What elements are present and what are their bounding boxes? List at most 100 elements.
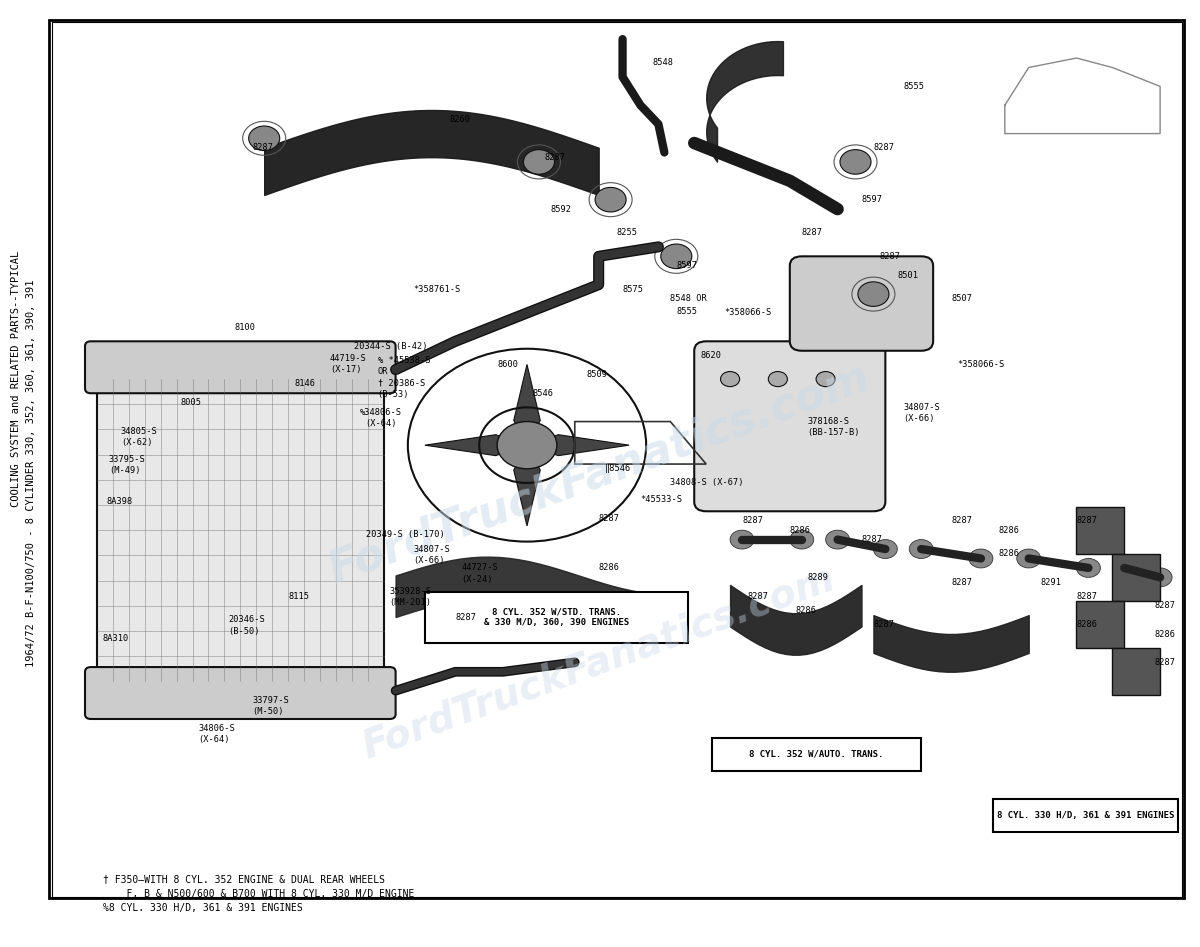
Text: 8 CYL. 352 W/STD. TRANS.
& 330 M/D, 360, 390 ENGINES: 8 CYL. 352 W/STD. TRANS. & 330 M/D, 360,… bbox=[485, 608, 630, 627]
Text: 8286: 8286 bbox=[998, 526, 1020, 535]
Text: (X-66): (X-66) bbox=[414, 556, 445, 564]
Circle shape bbox=[910, 540, 934, 559]
Text: FordTruckFanatics.com: FordTruckFanatics.com bbox=[322, 355, 875, 592]
Text: 34806-S: 34806-S bbox=[198, 724, 235, 733]
Circle shape bbox=[523, 150, 554, 174]
Text: 8255: 8255 bbox=[617, 228, 637, 237]
Text: 8620: 8620 bbox=[701, 351, 721, 360]
Text: (X-62): (X-62) bbox=[121, 438, 152, 447]
Bar bbox=[1076, 507, 1124, 554]
Text: 20349-S (B-170): 20349-S (B-170) bbox=[366, 530, 444, 540]
Text: 8287: 8287 bbox=[1076, 592, 1098, 600]
Text: 33797-S: 33797-S bbox=[252, 696, 289, 705]
Text: 8289: 8289 bbox=[808, 573, 829, 581]
Text: 8100: 8100 bbox=[234, 323, 256, 331]
Text: 8286: 8286 bbox=[1076, 620, 1098, 629]
Text: 8592: 8592 bbox=[551, 205, 572, 214]
Circle shape bbox=[1076, 559, 1100, 578]
Text: 44727-S: 44727-S bbox=[461, 563, 498, 572]
Text: 378168-S: 378168-S bbox=[808, 417, 850, 426]
Text: 8287: 8287 bbox=[1154, 658, 1175, 667]
Text: (M-49): (M-49) bbox=[109, 466, 140, 475]
Text: (B-50): (B-50) bbox=[228, 627, 260, 635]
Text: 8501: 8501 bbox=[898, 271, 918, 279]
Text: 34807-S: 34807-S bbox=[414, 545, 450, 554]
Text: OR: OR bbox=[378, 367, 388, 376]
Text: 20346-S: 20346-S bbox=[228, 616, 265, 624]
Text: 8287: 8287 bbox=[1154, 601, 1175, 610]
Circle shape bbox=[1148, 568, 1172, 587]
Text: %8 CYL. 330 H/D, 361 & 391 ENGINES: %8 CYL. 330 H/D, 361 & 391 ENGINES bbox=[103, 902, 302, 913]
Text: 8548 OR: 8548 OR bbox=[671, 295, 707, 303]
FancyBboxPatch shape bbox=[85, 341, 396, 393]
Circle shape bbox=[1016, 549, 1040, 568]
Text: 8291: 8291 bbox=[1040, 578, 1062, 586]
Circle shape bbox=[497, 421, 557, 469]
Text: % *45538-S: % *45538-S bbox=[378, 356, 430, 365]
Circle shape bbox=[816, 371, 835, 386]
Circle shape bbox=[968, 549, 992, 568]
Text: (X-64): (X-64) bbox=[198, 735, 230, 744]
Circle shape bbox=[826, 530, 850, 549]
FancyBboxPatch shape bbox=[85, 667, 396, 719]
Text: (X-17): (X-17) bbox=[330, 366, 361, 374]
Text: (X-64): (X-64) bbox=[366, 419, 397, 428]
Bar bbox=[712, 738, 922, 771]
Bar bbox=[1112, 554, 1160, 601]
Text: † 20386-S: † 20386-S bbox=[378, 379, 425, 387]
Text: 8546: 8546 bbox=[533, 388, 554, 398]
Text: 8115: 8115 bbox=[288, 592, 310, 600]
Circle shape bbox=[874, 540, 898, 559]
Text: (B-53): (B-53) bbox=[378, 389, 409, 399]
Polygon shape bbox=[514, 445, 540, 526]
Text: 8287: 8287 bbox=[880, 252, 900, 260]
Text: 8287: 8287 bbox=[874, 620, 894, 629]
Text: 33795-S: 33795-S bbox=[109, 455, 145, 464]
Circle shape bbox=[840, 150, 871, 174]
Circle shape bbox=[248, 126, 280, 151]
Circle shape bbox=[720, 371, 739, 386]
Text: 8287: 8287 bbox=[748, 592, 769, 600]
Bar bbox=[426, 592, 689, 643]
Text: COOLING SYSTEM and RELATED PARTS--TYPICAL: COOLING SYSTEM and RELATED PARTS--TYPICA… bbox=[11, 251, 20, 508]
Bar bbox=[1112, 648, 1160, 695]
Text: ‖8546: ‖8546 bbox=[605, 464, 631, 474]
Text: (BB-157-B): (BB-157-B) bbox=[808, 428, 860, 438]
Text: *45533-S: *45533-S bbox=[641, 495, 683, 505]
Text: (X-66): (X-66) bbox=[904, 414, 935, 423]
Text: 8286: 8286 bbox=[1154, 630, 1175, 638]
Text: 8287: 8287 bbox=[742, 516, 763, 526]
Text: 8555: 8555 bbox=[904, 81, 924, 91]
Text: (MM-201): (MM-201) bbox=[390, 599, 432, 607]
Text: 8005: 8005 bbox=[180, 398, 202, 407]
Text: 8 CYL. 352 W/AUTO. TRANS.: 8 CYL. 352 W/AUTO. TRANS. bbox=[750, 750, 884, 759]
Text: *358066-S: *358066-S bbox=[724, 309, 772, 317]
Polygon shape bbox=[425, 435, 527, 456]
Circle shape bbox=[790, 530, 814, 549]
Text: 8287: 8287 bbox=[599, 514, 619, 524]
Bar bbox=[97, 379, 384, 681]
Text: 8286: 8286 bbox=[998, 549, 1020, 559]
Text: 8286: 8286 bbox=[796, 606, 817, 615]
Bar bbox=[1076, 601, 1124, 648]
Circle shape bbox=[661, 244, 692, 269]
Text: 44719-S: 44719-S bbox=[330, 354, 367, 363]
Text: 8287: 8287 bbox=[802, 228, 823, 237]
Text: 8507: 8507 bbox=[952, 295, 972, 303]
Text: 8548: 8548 bbox=[653, 59, 673, 67]
Circle shape bbox=[1112, 559, 1136, 578]
Text: 8A310: 8A310 bbox=[103, 634, 130, 643]
Text: † F350–WITH 8 CYL. 352 ENGINE & DUAL REAR WHEELS: † F350–WITH 8 CYL. 352 ENGINE & DUAL REA… bbox=[103, 874, 385, 884]
Text: 34807-S: 34807-S bbox=[904, 402, 940, 412]
Circle shape bbox=[595, 188, 626, 212]
Text: %34806-S: %34806-S bbox=[360, 407, 402, 417]
Text: 8287: 8287 bbox=[952, 578, 972, 586]
Text: F, B & N500/600 & B700 WITH 8 CYL. 330 M/D ENGINE: F, B & N500/600 & B700 WITH 8 CYL. 330 M… bbox=[103, 888, 414, 899]
Polygon shape bbox=[514, 365, 540, 445]
Text: 8287: 8287 bbox=[252, 143, 274, 152]
Text: 8286: 8286 bbox=[599, 563, 619, 572]
Text: 8260: 8260 bbox=[449, 115, 470, 124]
Text: 8287: 8287 bbox=[862, 535, 882, 545]
Text: 8A398: 8A398 bbox=[107, 497, 133, 507]
Text: 34805-S: 34805-S bbox=[121, 426, 157, 436]
